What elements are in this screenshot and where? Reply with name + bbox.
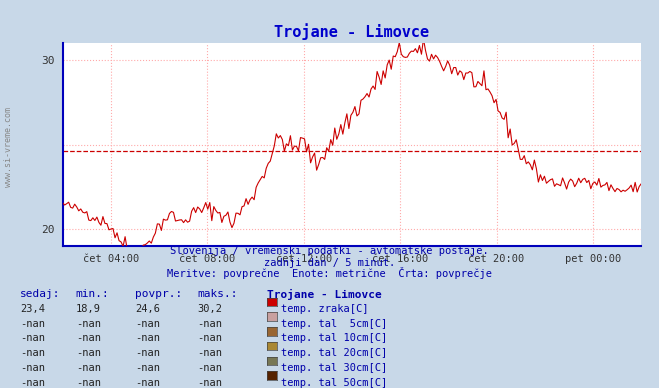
Text: Trojane - Limovce: Trojane - Limovce xyxy=(267,289,382,300)
Text: Slovenija / vremenski podatki - avtomatske postaje.: Slovenija / vremenski podatki - avtomats… xyxy=(170,246,489,256)
Text: Meritve: povprečne  Enote: metrične  Črta: povprečje: Meritve: povprečne Enote: metrične Črta:… xyxy=(167,267,492,279)
Text: -nan: -nan xyxy=(20,348,45,358)
Text: -nan: -nan xyxy=(135,333,160,343)
Text: -nan: -nan xyxy=(20,333,45,343)
Text: maks.:: maks.: xyxy=(198,289,238,299)
Text: -nan: -nan xyxy=(198,319,223,329)
Text: zadnji dan / 5 minut.: zadnji dan / 5 minut. xyxy=(264,258,395,268)
Text: -nan: -nan xyxy=(76,378,101,388)
Text: temp. tal 20cm[C]: temp. tal 20cm[C] xyxy=(281,348,387,358)
Text: -nan: -nan xyxy=(20,378,45,388)
Text: sedaj:: sedaj: xyxy=(20,289,60,299)
Text: -nan: -nan xyxy=(198,378,223,388)
Text: www.si-vreme.com: www.si-vreme.com xyxy=(4,107,13,187)
Text: -nan: -nan xyxy=(198,348,223,358)
Text: -nan: -nan xyxy=(135,348,160,358)
Text: -nan: -nan xyxy=(135,363,160,373)
Text: temp. tal 10cm[C]: temp. tal 10cm[C] xyxy=(281,333,387,343)
Text: povpr.:: povpr.: xyxy=(135,289,183,299)
Text: 30,2: 30,2 xyxy=(198,304,223,314)
Text: -nan: -nan xyxy=(76,333,101,343)
Text: temp. zraka[C]: temp. zraka[C] xyxy=(281,304,369,314)
Text: -nan: -nan xyxy=(20,319,45,329)
Title: Trojane - Limovce: Trojane - Limovce xyxy=(274,23,430,40)
Text: 18,9: 18,9 xyxy=(76,304,101,314)
Text: -nan: -nan xyxy=(76,363,101,373)
Text: 23,4: 23,4 xyxy=(20,304,45,314)
Text: 24,6: 24,6 xyxy=(135,304,160,314)
Text: -nan: -nan xyxy=(198,363,223,373)
Text: -nan: -nan xyxy=(20,363,45,373)
Text: -nan: -nan xyxy=(76,348,101,358)
Text: min.:: min.: xyxy=(76,289,109,299)
Text: -nan: -nan xyxy=(198,333,223,343)
Text: -nan: -nan xyxy=(135,378,160,388)
Text: temp. tal  5cm[C]: temp. tal 5cm[C] xyxy=(281,319,387,329)
Text: temp. tal 50cm[C]: temp. tal 50cm[C] xyxy=(281,378,387,388)
Text: -nan: -nan xyxy=(135,319,160,329)
Text: temp. tal 30cm[C]: temp. tal 30cm[C] xyxy=(281,363,387,373)
Text: -nan: -nan xyxy=(76,319,101,329)
